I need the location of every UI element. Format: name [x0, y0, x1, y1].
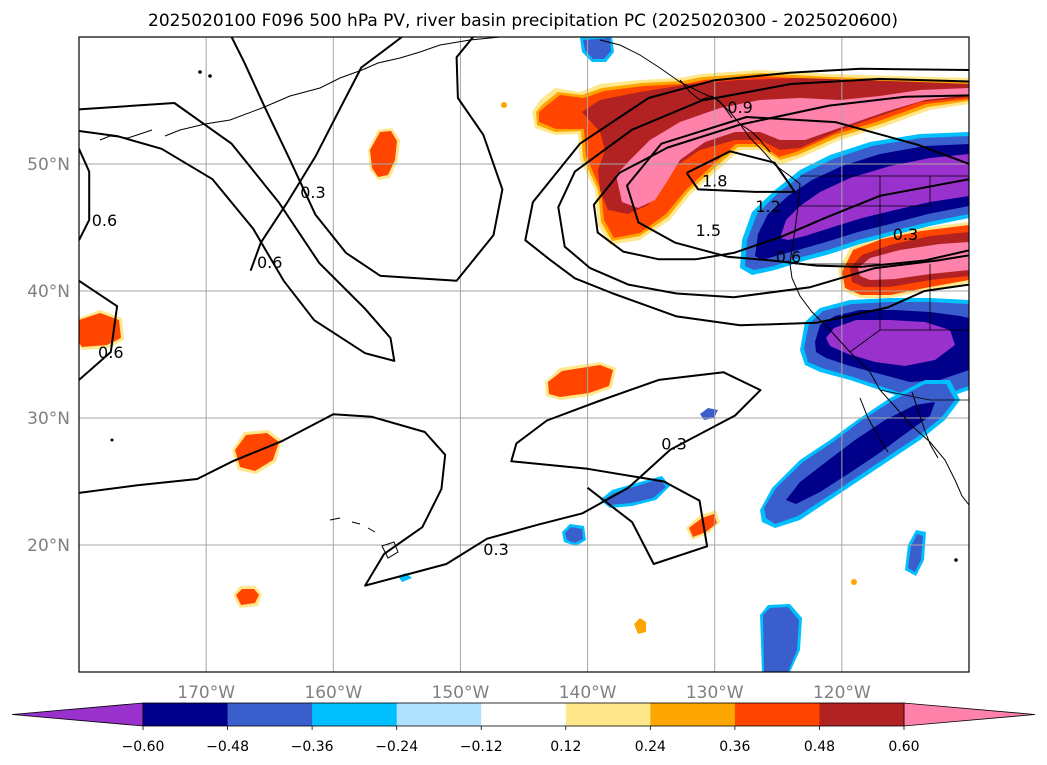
colorbar-tick-label: −0.12 — [460, 739, 503, 755]
pv-contour-label: 1.5 — [696, 221, 721, 240]
colorbar-bin — [396, 703, 482, 726]
pv-contour-line — [626, 116, 969, 268]
pv-contour-line — [557, 77, 969, 299]
pv-contour-label: 0.6 — [92, 211, 117, 230]
colorbar-tick-label: 0.36 — [719, 739, 750, 755]
colorbar-extend-low — [11, 702, 144, 727]
y-axis-tick-labels: 50°N 40°N 30°N 20°N — [27, 155, 70, 556]
figure-title: 2025020100 F096 500 hPa PV, river basin … — [148, 11, 898, 31]
pv-contour-label: 0.9 — [727, 98, 752, 117]
pv-contour-line — [685, 150, 796, 193]
x-tick-label: 150°W — [432, 683, 490, 703]
y-tick-label: 20°N — [27, 536, 70, 556]
precip-positive-anomaly-shading — [532, 70, 969, 245]
colorbar-tick-label: −0.24 — [375, 739, 418, 755]
x-tick-label: 170°W — [177, 683, 235, 703]
pv-contour-lines — [79, 37, 969, 587]
pv-contour-label: 1.2 — [755, 197, 780, 216]
colorbar-tick-label: 0.48 — [804, 739, 835, 755]
colorbar-tick-label: 0.12 — [550, 739, 581, 755]
map-gridlines — [79, 37, 969, 672]
colorbar-tick-label: 0.24 — [635, 739, 666, 755]
y-tick-label: 50°N — [27, 155, 70, 175]
pv-contour-label: 0.3 — [300, 183, 325, 202]
colorbar-bin — [481, 703, 567, 726]
colorbar-bin — [143, 703, 229, 726]
coastlines — [99, 37, 969, 562]
x-tick-label: 140°W — [559, 683, 617, 703]
pv-contour-label: 0.3 — [893, 225, 918, 244]
colorbar-bin — [227, 703, 313, 726]
colorbar-bin — [565, 703, 651, 726]
colorbar-bin — [650, 703, 736, 726]
pv-contour-line — [79, 371, 762, 587]
colorbar-extend-high — [903, 702, 1036, 727]
colorbar-tick-label: −0.60 — [122, 739, 165, 755]
pv-contour-line — [592, 94, 969, 261]
pv-contour-label: 0.3 — [483, 540, 508, 559]
pv-contour-label: 0.6 — [98, 343, 123, 362]
precip-positive-region-intermountain — [838, 222, 969, 298]
colorbar-frame — [142, 702, 905, 727]
pv-contour-line — [524, 67, 969, 327]
pv-contour-line — [230, 37, 504, 282]
pv-contour-line — [79, 148, 91, 241]
x-axis-tick-labels: 170°W 160°W 150°W 140°W 130°W 120°W — [177, 683, 871, 703]
colorbar-bin — [312, 703, 398, 726]
pv-contour-label: 0.3 — [661, 434, 686, 453]
y-tick-label: 30°N — [27, 409, 70, 429]
pv-contour-labels: 0.9 1.8 1.5 1.2 0.6 0.3 0.3 0.6 0.6 0.6 0.3 0.3 — [92, 98, 918, 559]
colorbar-tick-label: −0.48 — [206, 739, 249, 755]
y-tick-label: 40°N — [27, 282, 70, 302]
colorbar-tick-label: 0.60 — [888, 739, 919, 755]
pv-contour-line — [79, 279, 119, 381]
x-tick-label: 120°W — [813, 683, 871, 703]
x-tick-label: 160°W — [304, 683, 362, 703]
alaska-coastline — [164, 37, 501, 137]
x-tick-label: 130°W — [686, 683, 744, 703]
map-panel: 0.9 1.8 1.5 1.2 0.6 0.3 0.3 0.6 0.6 0.6 0.3 0.3 — [78, 36, 970, 673]
pv-contour-label: 1.8 — [702, 172, 727, 191]
precip-positive-small-blobs — [79, 102, 857, 634]
map-content: 0.9 1.8 1.5 1.2 0.6 0.3 0.3 0.6 0.6 0.6 0.3 0.3 — [79, 37, 969, 672]
pv-contour-line — [79, 102, 396, 362]
pv-contour-label: 0.6 — [257, 253, 282, 272]
colorbar-tick-label: −0.36 — [291, 739, 334, 755]
pv-contour-label: 0.6 — [776, 248, 801, 267]
political-borders — [795, 175, 969, 401]
map-frame — [78, 36, 970, 673]
colorbar-bin — [819, 703, 905, 726]
colorbar: −0.60 −0.48 −0.36 −0.24 −0.12 0.12 0.24 0.36 0.4… — [11, 702, 1036, 755]
colorbar-bin — [734, 703, 820, 726]
